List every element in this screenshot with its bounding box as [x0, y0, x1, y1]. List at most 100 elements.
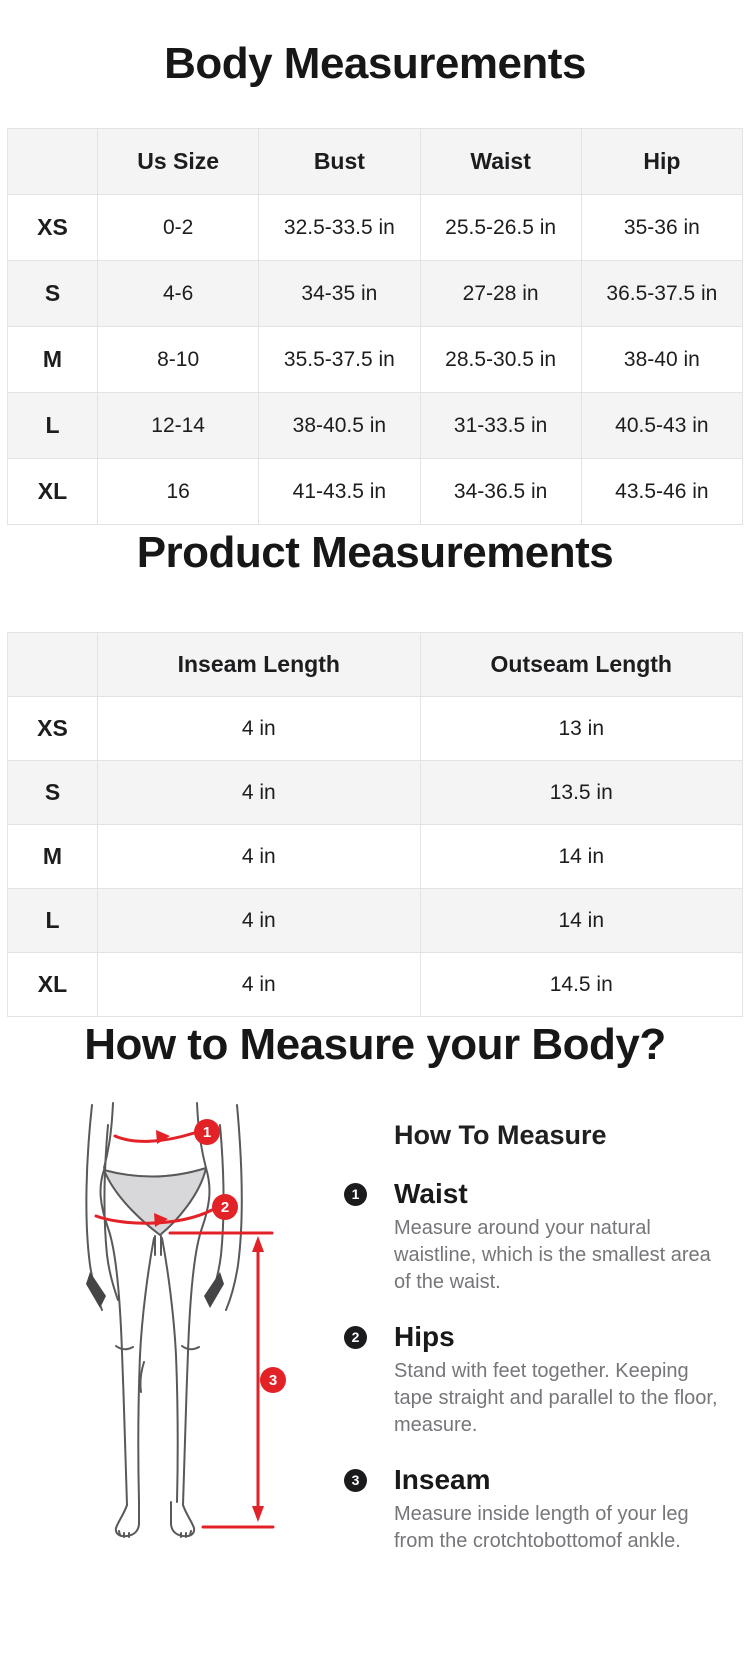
value-cell: 34-35 in [258, 260, 421, 327]
body-measurements-table: Us Size Bust Waist Hip XS 0-2 32.5-33.5 in 25.… [7, 128, 744, 525]
table-header-row: Us Size Bust Waist Hip [7, 128, 744, 195]
how-to-measure-section: 1 2 3 How To Measure 1 Waist Measure aroun… [0, 1100, 750, 1578]
column-header: Outseam Length [419, 632, 743, 697]
value-cell: 4 in [97, 824, 421, 889]
value-cell: 4-6 [96, 260, 260, 327]
value-cell: 16 [96, 458, 260, 525]
left-hand [86, 1272, 106, 1308]
left-leg-outer-outline [99, 1169, 128, 1506]
value-cell: 4 in [97, 952, 421, 1017]
diagram-marker-3: 3 [260, 1367, 286, 1393]
size-label-cell: XL [7, 458, 98, 525]
value-cell: 0-2 [96, 194, 260, 261]
how-to-measure-subtitle: How To Measure [394, 1120, 607, 1150]
right-leg-inner-outline [161, 1237, 179, 1503]
hip-arrowhead-icon [154, 1213, 168, 1227]
value-cell: 14.5 in [419, 952, 743, 1017]
right-hand [204, 1272, 224, 1308]
knee-marks [115, 1345, 200, 1393]
value-cell: 28.5-30.5 in [419, 326, 582, 393]
step-label: Hips [394, 1321, 455, 1352]
table-row: XS 4 in 13 in [7, 696, 743, 761]
value-cell: 25.5-26.5 in [419, 194, 582, 261]
value-cell: 36.5-37.5 in [580, 260, 744, 327]
step-number-badge: 1 [344, 1183, 367, 1206]
left-leg-inner-outline [137, 1237, 155, 1503]
how-to-measure-instructions: How To Measure 1 Waist Measure around your… [344, 1100, 750, 1578]
size-label-cell: XL [7, 952, 98, 1017]
size-guide-page: Body Measurements Us Size Bust Waist Hip XS… [0, 39, 750, 1578]
column-header: Hip [580, 128, 744, 195]
right-foot [170, 1501, 196, 1538]
value-cell: 43.5-46 in [580, 458, 744, 525]
body-measurements-title: Body Measurements [164, 39, 586, 88]
svg-text:1: 1 [203, 1124, 211, 1141]
size-label-cell: L [7, 888, 98, 953]
right-leg-outer-outline [182, 1167, 211, 1506]
body-diagram: 1 2 3 [0, 1100, 298, 1578]
column-header: Waist [419, 128, 582, 195]
measure-steps-list: 1 Waist Measure around your natural waistl… [344, 1176, 724, 1555]
how-to-measure-title: How to Measure your Body? [84, 1020, 666, 1069]
waist-arrowhead-icon [156, 1130, 170, 1144]
measure-step-inseam: 3 Inseam Measure inside length of your leg… [344, 1462, 724, 1555]
size-label-cell: XS [7, 696, 98, 761]
diagram-marker-2: 2 [212, 1194, 238, 1220]
corner-cell [7, 128, 98, 195]
value-cell: 14 in [419, 824, 743, 889]
size-label-cell: L [7, 392, 98, 459]
value-cell: 8-10 [96, 326, 260, 393]
value-cell: 12-14 [96, 392, 260, 459]
value-cell: 35.5-37.5 in [258, 326, 421, 393]
svg-text:3: 3 [269, 1372, 277, 1389]
crotch-lines [154, 1235, 162, 1256]
value-cell: 35-36 in [580, 194, 744, 261]
column-header: Us Size [96, 128, 260, 195]
diagram-marker-1: 1 [194, 1119, 220, 1145]
table-row: S 4-6 34-35 in 27-28 in 36.5-37.5 in [7, 260, 744, 327]
size-label-cell: S [7, 760, 98, 825]
left-foot [114, 1501, 140, 1538]
table-row: XL 4 in 14.5 in [7, 952, 743, 1017]
step-label: Waist [394, 1178, 468, 1209]
measure-step-waist: 1 Waist Measure around your natural waistl… [344, 1176, 724, 1296]
panty-shape [103, 1167, 207, 1236]
product-measurements-title: Product Measurements [136, 528, 614, 577]
column-header: Bust [258, 128, 421, 195]
right-arm-outline [225, 1104, 243, 1311]
table-row: M 8-10 35.5-37.5 in 28.5-30.5 in 38-40 in [7, 326, 744, 393]
torso-left-outline [103, 1102, 114, 1169]
value-cell: 34-36.5 in [419, 458, 582, 525]
table-header-row: Inseam Length Outseam Length [7, 632, 743, 697]
value-cell: 13.5 in [419, 760, 743, 825]
size-label-cell: XS [7, 194, 98, 261]
size-label-cell: S [7, 260, 98, 327]
toe-marks [118, 1530, 192, 1538]
value-cell: 13 in [419, 696, 743, 761]
value-cell: 38-40.5 in [258, 392, 421, 459]
inseam-up-arrowhead-icon [252, 1236, 264, 1252]
table-row: XL 16 41-43.5 in 34-36.5 in 43.5-46 in [7, 458, 744, 525]
table-row: L 12-14 38-40.5 in 31-33.5 in 40.5-43 in [7, 392, 744, 459]
value-cell: 27-28 in [419, 260, 582, 327]
column-header: Inseam Length [97, 632, 421, 697]
size-label-cell: M [7, 326, 98, 393]
step-label: Inseam [394, 1464, 491, 1495]
value-cell: 14 in [419, 888, 743, 953]
measure-step-hips: 2 Hips Stand with feet together. Keeping t… [344, 1319, 724, 1439]
value-cell: 4 in [97, 760, 421, 825]
svg-text:2: 2 [221, 1199, 229, 1216]
value-cell: 4 in [97, 888, 421, 953]
body-figure-illustration: 1 2 3 [85, 1102, 286, 1538]
value-cell: 31-33.5 in [419, 392, 582, 459]
value-cell: 32.5-33.5 in [258, 194, 421, 261]
inseam-down-arrowhead-icon [252, 1506, 264, 1522]
value-cell: 4 in [97, 696, 421, 761]
product-measurements-table: Inseam Length Outseam Length XS 4 in 13 in S… [7, 632, 743, 1017]
corner-cell [7, 632, 98, 697]
waist-measure-arrow [113, 1131, 196, 1143]
hip-measure-arrow [94, 1208, 214, 1225]
